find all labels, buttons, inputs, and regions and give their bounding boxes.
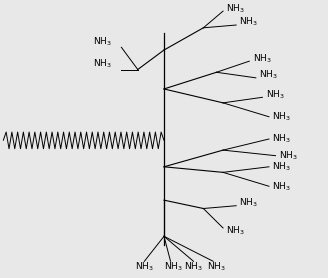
Text: NH$_3$: NH$_3$ xyxy=(272,180,291,192)
Text: NH$_3$: NH$_3$ xyxy=(259,69,278,81)
Text: NH$_3$: NH$_3$ xyxy=(226,225,245,237)
Text: NH$_3$: NH$_3$ xyxy=(253,52,271,64)
Text: NH$_3$: NH$_3$ xyxy=(239,197,258,209)
Text: NH$_3$: NH$_3$ xyxy=(239,16,258,28)
Text: NH$_3$: NH$_3$ xyxy=(184,261,203,273)
Text: NH$_3$: NH$_3$ xyxy=(135,261,154,273)
Text: NH$_3$: NH$_3$ xyxy=(272,111,291,123)
Text: NH$_3$: NH$_3$ xyxy=(272,161,291,173)
Text: NH$_3$: NH$_3$ xyxy=(266,88,284,101)
Text: NH$_3$: NH$_3$ xyxy=(272,133,291,145)
Text: NH$_3$: NH$_3$ xyxy=(207,261,226,273)
Text: NH$_3$: NH$_3$ xyxy=(93,58,112,70)
Text: NH$_3$: NH$_3$ xyxy=(279,150,297,162)
Text: NH$_3$: NH$_3$ xyxy=(93,36,112,48)
Text: NH$_3$: NH$_3$ xyxy=(226,2,245,14)
Text: NH$_3$: NH$_3$ xyxy=(164,261,183,273)
